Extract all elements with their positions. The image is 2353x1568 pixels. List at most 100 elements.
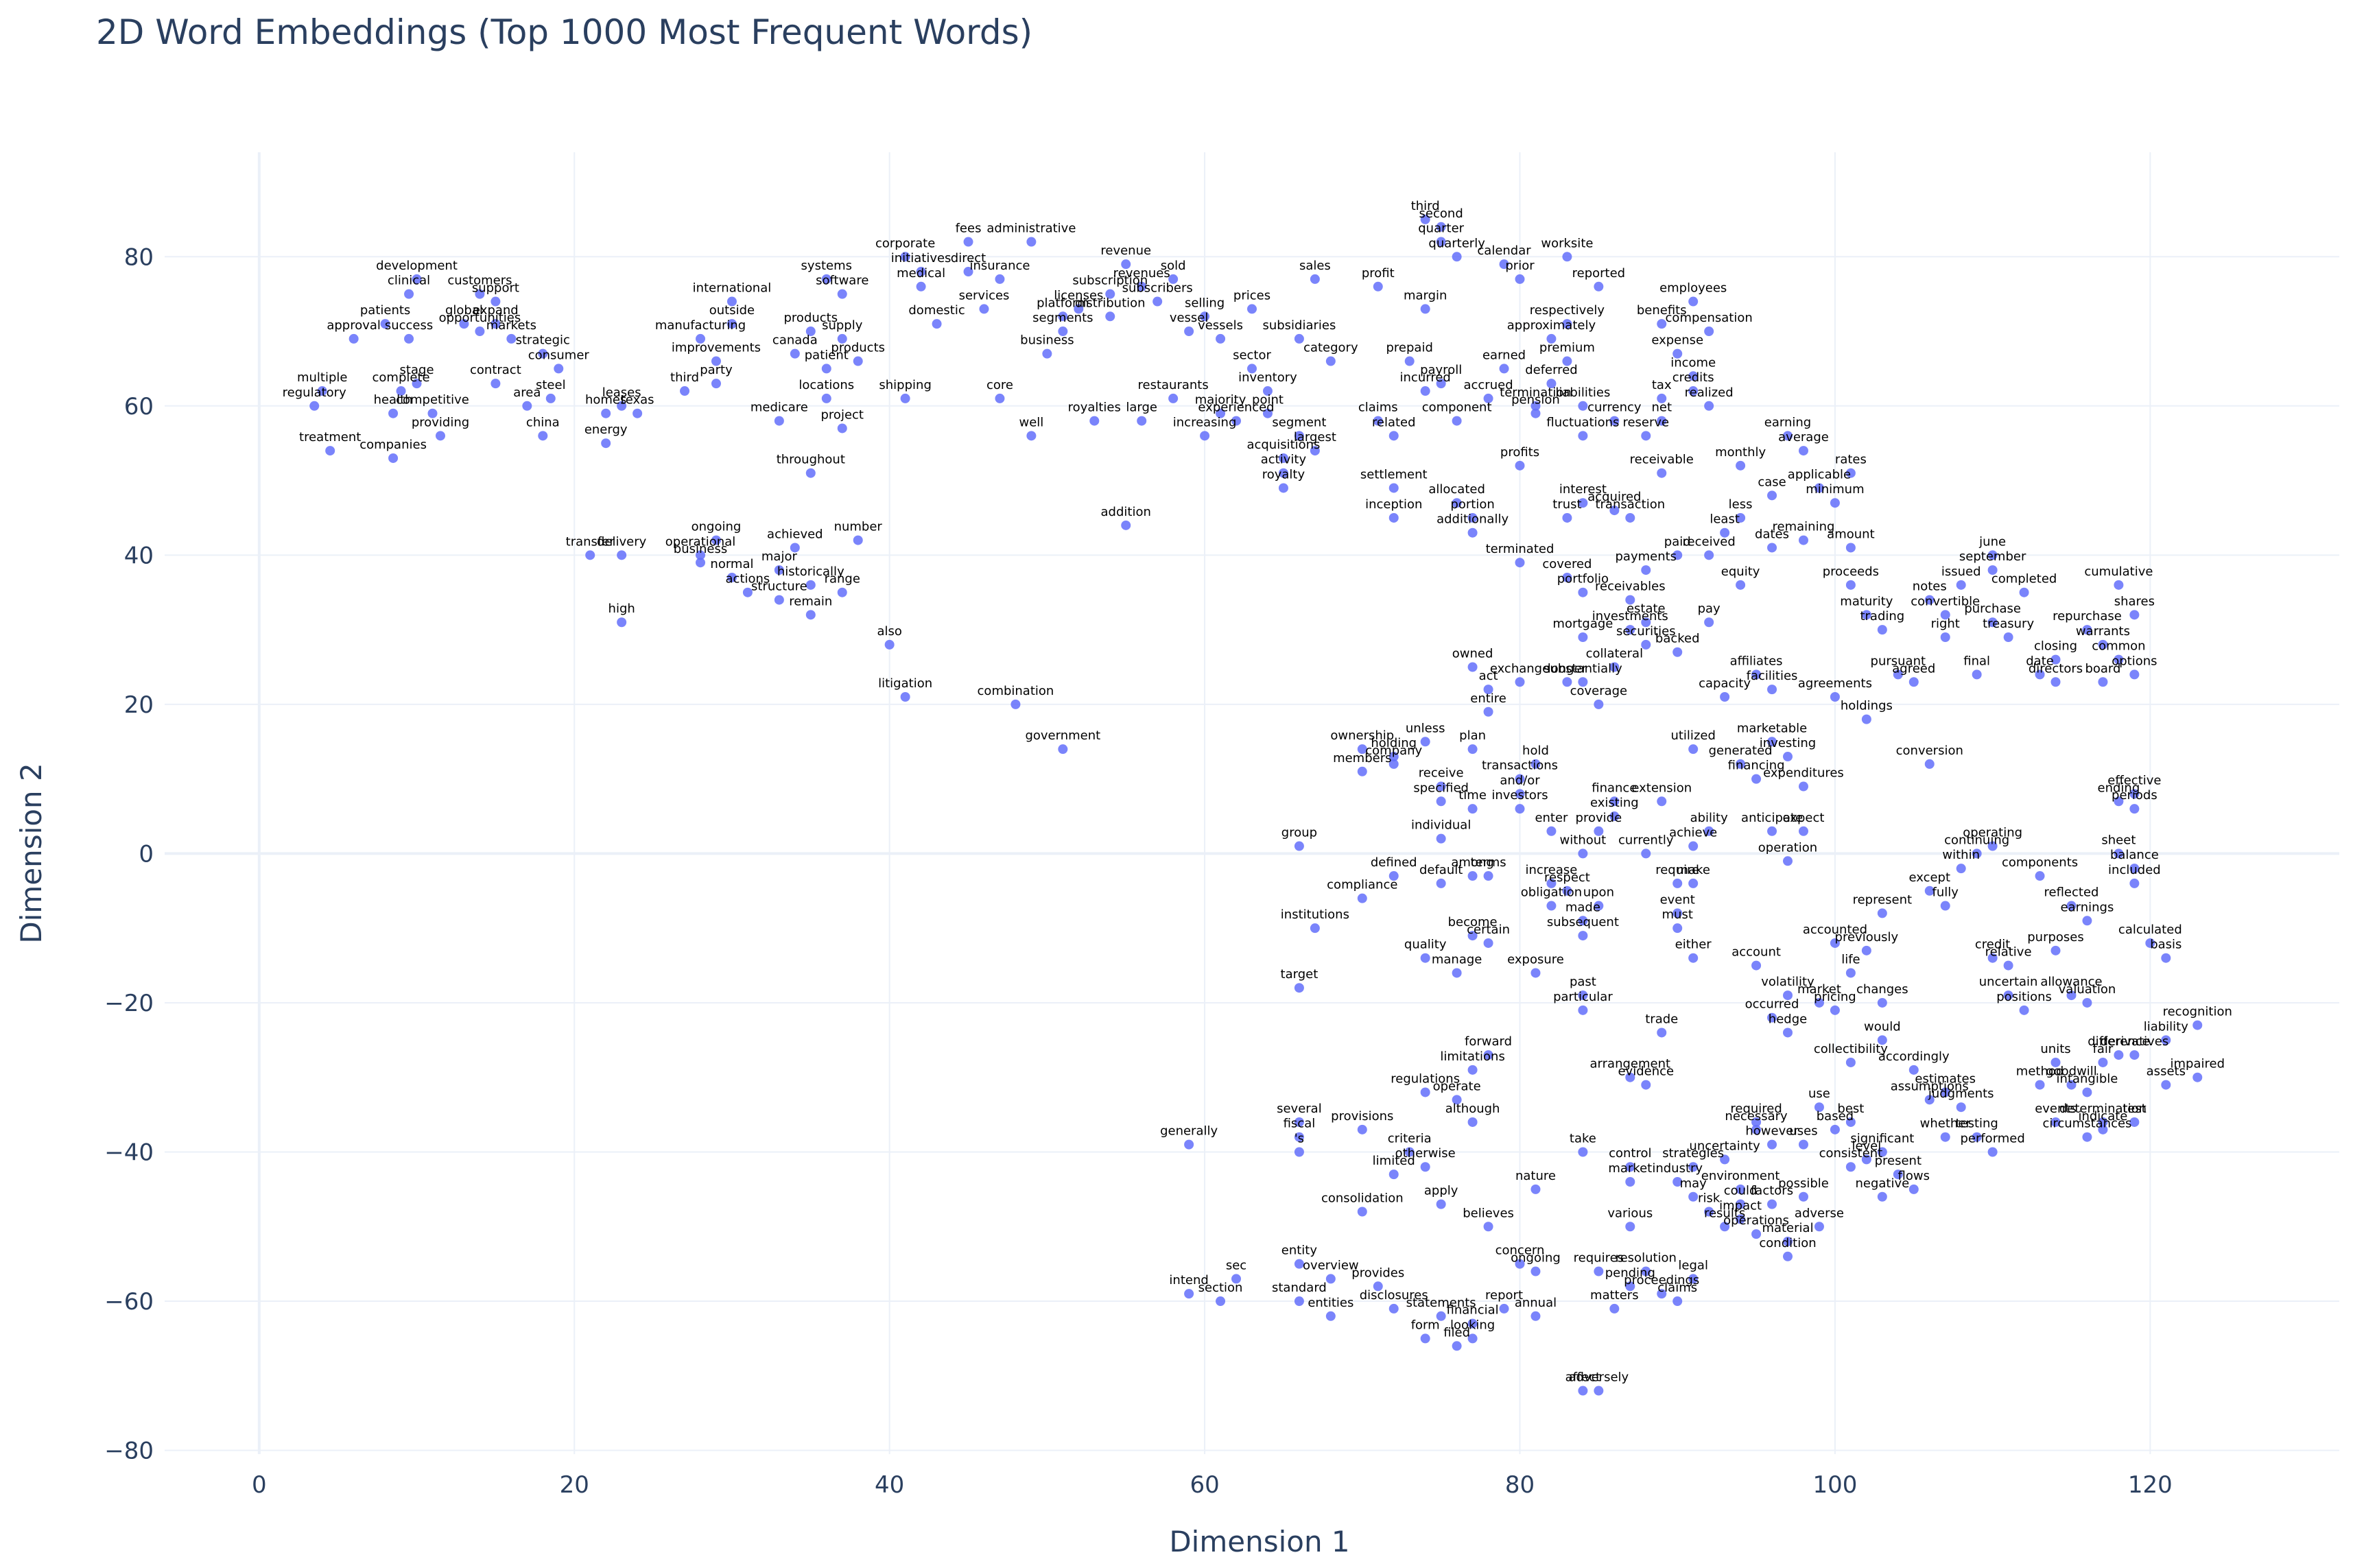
data-point [1294,983,1304,993]
point-label: backed [1655,632,1700,646]
point-label: pension [1511,393,1560,407]
point-label: improvements [672,341,761,355]
point-label: large [1126,401,1157,415]
data-point [2082,997,2092,1008]
data-point [1373,281,1383,292]
data-point [1672,348,1683,359]
point-label: affiliates [1730,654,1783,668]
point-label: ongoing [691,520,742,534]
data-point [1578,1005,1588,1015]
data-point [1546,878,1557,888]
point-label: settlement [1360,467,1428,482]
point-label: assets [2147,1065,2186,1079]
point-label: accrued [1463,378,1513,392]
data-point [1388,512,1399,523]
data-point [1121,259,1131,270]
data-point [1956,1102,1966,1113]
point-label: operate [1433,1079,1481,1093]
data-point [1467,871,1478,881]
data-point [2129,1117,2140,1127]
data-point [1420,737,1430,747]
data-point [475,326,485,337]
point-label: operational [665,534,735,549]
data-point [711,356,721,366]
point-label: core [986,378,1013,392]
point-label: health [374,393,413,407]
data-point [1830,1124,1840,1135]
point-label: reported [1572,266,1625,281]
point-label: impaired [2171,1057,2225,1071]
point-label: compliance [1327,878,1397,892]
data-point [2145,938,2155,948]
data-point [2066,901,2077,911]
point-label: without [1560,833,1607,847]
point-label: minimum [1806,482,1864,497]
point-label: rates [1835,453,1867,467]
point-label: difference [2088,1034,2149,1049]
point-label: royalties [1068,401,1121,415]
point-label: additionally [1436,512,1509,527]
point-label: increasing [1173,415,1237,429]
point-label: inventory [1238,370,1297,385]
point-label: third [670,370,699,385]
data-point [916,281,926,292]
data-point [1546,333,1557,344]
data-point [1278,453,1288,463]
point-label: longer [1548,661,1587,676]
point-label: incurred [1400,370,1451,385]
data-point [632,408,643,418]
data-point [1436,237,1446,247]
point-label: opportunities [439,311,521,325]
data-point [805,326,816,337]
data-point [1688,1191,1699,1202]
point-label: indicate [2078,1109,2127,1124]
data-point [1420,1333,1430,1344]
point-label: clinical [388,274,430,288]
data-point [1357,766,1367,776]
data-point [1436,379,1446,389]
y-tick-label: 60 [124,393,154,420]
point-label: relative [1985,945,2032,960]
data-point [1530,1266,1541,1276]
point-label: customers [447,274,512,288]
data-point [1594,699,1604,709]
point-label: legal [1678,1258,1708,1272]
data-point [2114,796,2124,807]
point-label: income [1670,355,1716,370]
point-label: upon [1583,886,1614,900]
point-label: basis [2150,938,2181,952]
data-point [2003,990,2013,1001]
point-label: several [1277,1102,1322,1116]
data-point [1625,1162,1635,1172]
point-label: obligation [1521,886,1582,900]
data-point [1625,625,1635,635]
data-point [1184,1139,1194,1150]
point-label: providing [412,415,469,429]
point-label: nature [1515,1169,1556,1183]
point-label: restaurants [1138,378,1209,392]
point-label: account [1731,945,1781,960]
point-label: shipping [879,378,931,392]
data-point [1641,1266,1651,1276]
y-axis-title: Dimension 2 [14,763,48,943]
data-point [1562,319,1572,329]
point-label: accordingly [1878,1049,1950,1064]
point-label: based [1817,1109,1854,1124]
data-point [1231,1274,1242,1284]
data-point [1388,871,1399,881]
point-label: looking [1450,1318,1495,1332]
point-label: present [1875,1154,1922,1168]
point-label: concern [1495,1244,1545,1258]
data-point [1893,669,1903,680]
point-label: pay [1698,602,1721,616]
point-label: quarter [1418,222,1464,236]
point-label: although [1445,1102,1500,1116]
point-label: control [1609,1146,1651,1161]
data-point [1436,878,1446,888]
data-point [554,364,564,374]
point-label: market [1797,982,1841,997]
point-label: valuation [2059,982,2116,997]
data-point [1530,401,1541,411]
point-label: stage [400,363,434,377]
point-label: mortgage [1552,617,1613,631]
